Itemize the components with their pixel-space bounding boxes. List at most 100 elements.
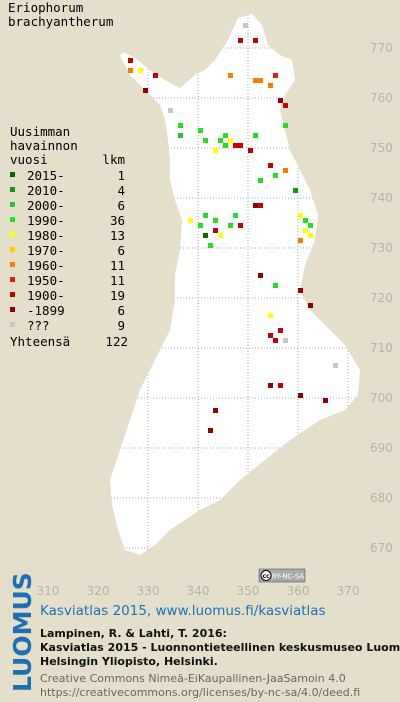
atlas-link: Kasviatlas 2015, www.luomus.fi/kasviatla… (40, 603, 326, 619)
observation-square (273, 283, 278, 288)
observation-square (223, 143, 228, 148)
y-tick-label: 700 (370, 391, 393, 405)
y-tick-label: 690 (370, 441, 393, 455)
legend-label: 1990- (27, 213, 65, 228)
legend-swatch (10, 187, 15, 192)
y-tick-label: 680 (370, 491, 393, 505)
legend-label: 1950- (27, 273, 65, 288)
observation-square (303, 218, 308, 223)
observation-square (203, 138, 208, 143)
y-tick-label: 750 (370, 141, 393, 155)
observation-square (238, 223, 243, 228)
legend-count: 6 (117, 243, 125, 258)
citation: Kasviatlas 2015 - Luonnontieteellinen ke… (40, 641, 400, 654)
observation-square (283, 168, 288, 173)
observation-square (233, 143, 238, 148)
legend-label: 2000- (27, 198, 65, 213)
legend-count: 6 (117, 303, 125, 318)
legend-swatch (10, 217, 15, 222)
legend-heading: Uusimman (10, 124, 70, 139)
observation-square (178, 133, 183, 138)
observation-square (258, 273, 263, 278)
title: brachyantherum (8, 14, 113, 29)
license: Creative Commons Nimeä-EiKaupallinen-Jaa… (40, 672, 346, 685)
y-tick-label: 720 (370, 291, 393, 305)
observation-square (213, 218, 218, 223)
observation-square (213, 228, 218, 233)
legend-count: 6 (117, 198, 125, 213)
observation-square (153, 73, 158, 78)
observation-square (298, 393, 303, 398)
observation-square (278, 328, 283, 333)
legend-swatch (10, 262, 15, 267)
x-tick-label: 310 (37, 584, 60, 598)
observation-square (253, 203, 258, 208)
observation-square (253, 78, 258, 83)
observation-square (268, 313, 273, 318)
y-tick-label: 730 (370, 241, 393, 255)
observation-square (168, 108, 173, 113)
legend-heading: havainnon (10, 138, 78, 153)
observation-square (268, 163, 273, 168)
legend-count: 19 (110, 288, 125, 303)
legend-label: -1899 (27, 303, 65, 318)
observation-square (198, 128, 203, 133)
legend-label: 1960- (27, 258, 65, 273)
observation-square (178, 123, 183, 128)
observation-square (128, 58, 133, 63)
legend-label: 2015- (27, 168, 65, 183)
legend-heading: vuosi (10, 152, 48, 167)
legend-count: 36 (110, 213, 125, 228)
legend-swatch (10, 292, 15, 297)
observation-square (238, 38, 243, 43)
observation-square (308, 223, 313, 228)
legend-swatch (10, 247, 15, 252)
observation-square (283, 123, 288, 128)
observation-square (298, 213, 303, 218)
legend-label: 1980- (27, 228, 65, 243)
observation-square (268, 383, 273, 388)
x-tick-label: 350 (237, 584, 260, 598)
legend-label: 1900- (27, 288, 65, 303)
total: 122 (105, 334, 128, 349)
observation-square (243, 23, 248, 28)
observation-square (138, 68, 143, 73)
observation-square (258, 178, 263, 183)
observation-square (228, 223, 233, 228)
citation: Lampinen, R. & Lahti, T. 2016: (40, 627, 227, 640)
badge-text: BY-NC-SA (272, 573, 305, 581)
legend-count: 9 (117, 318, 125, 333)
observation-square (323, 398, 328, 403)
title: Eriophorum (8, 0, 83, 15)
observation-square (253, 133, 258, 138)
x-tick-label: 320 (87, 584, 110, 598)
observation-square (233, 213, 238, 218)
y-tick-label: 760 (370, 91, 393, 105)
y-tick-label: 770 (370, 41, 393, 55)
observation-square (203, 233, 208, 238)
observation-square (273, 73, 278, 78)
observation-square (128, 68, 133, 73)
observation-square (283, 103, 288, 108)
observation-square (273, 173, 278, 178)
x-tick-label: 360 (287, 584, 310, 598)
observation-square (213, 148, 218, 153)
legend-swatch (10, 322, 15, 327)
legend-count: 11 (110, 258, 125, 273)
observation-square (278, 383, 283, 388)
legend-count: 11 (110, 273, 125, 288)
observation-square (228, 73, 233, 78)
observation-square (268, 333, 273, 338)
observation-square (298, 238, 303, 243)
observation-square (258, 78, 263, 83)
observation-square (308, 303, 313, 308)
observation-square (228, 138, 233, 143)
observation-square (298, 288, 303, 293)
observation-square (258, 203, 263, 208)
svg-text:cc: cc (262, 573, 270, 580)
observation-square (293, 188, 298, 193)
y-tick-label: 670 (370, 541, 393, 555)
x-tick-label: 370 (337, 584, 360, 598)
observation-square (218, 233, 223, 238)
